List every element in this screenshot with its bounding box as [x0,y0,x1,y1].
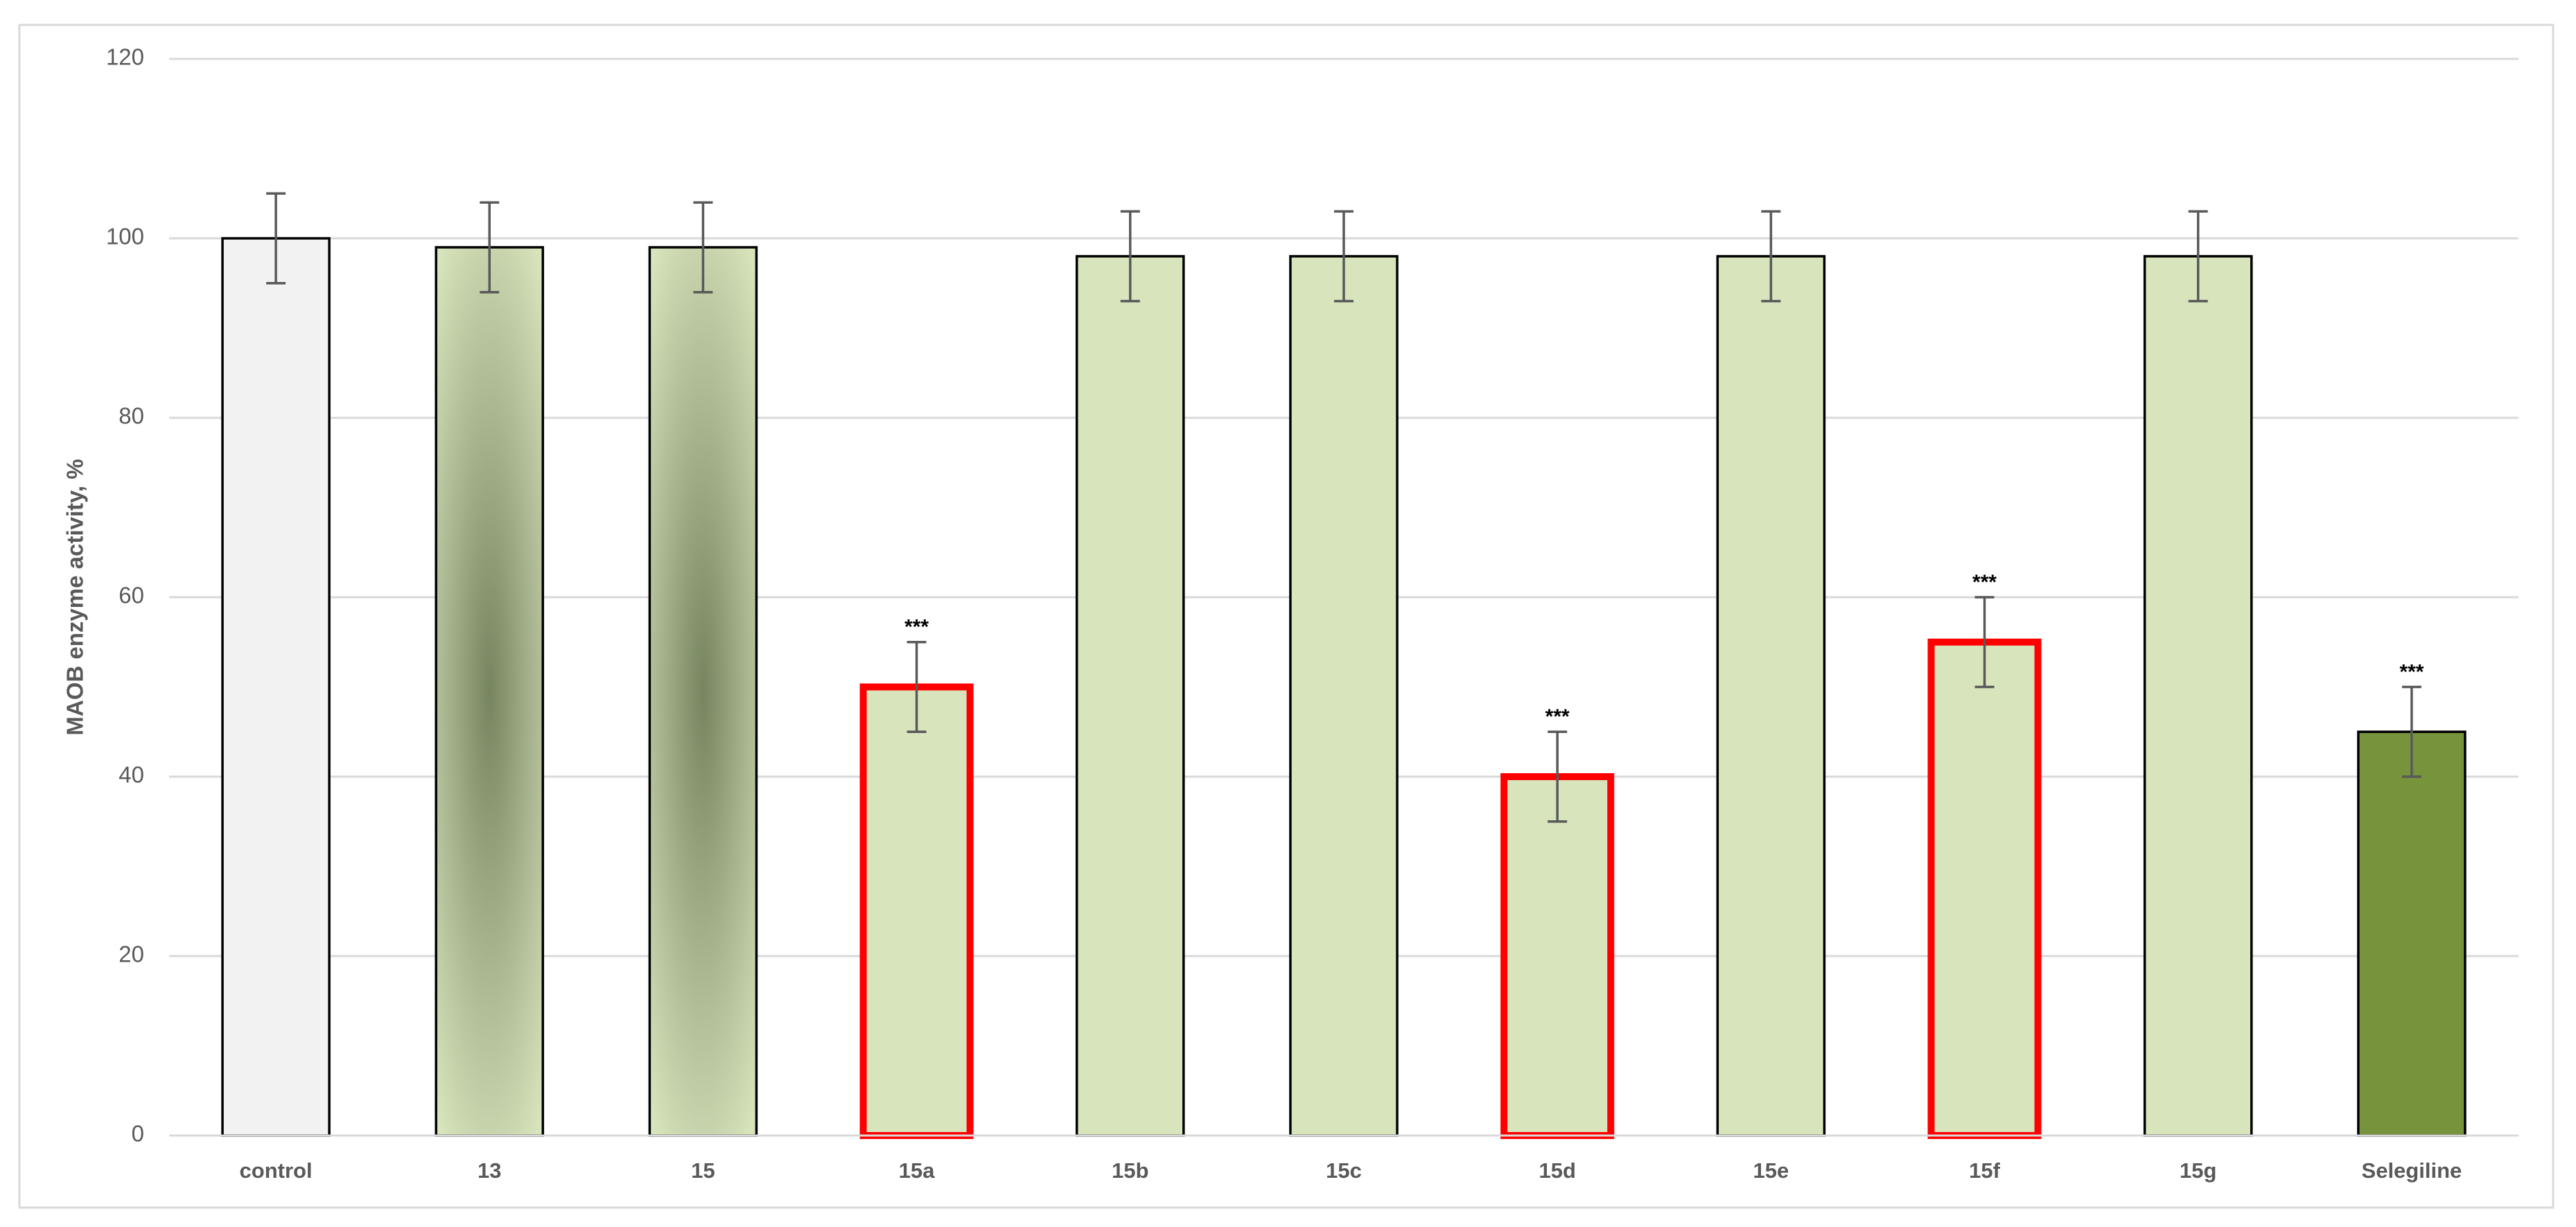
significance-label: *** [1545,705,1570,728]
y-tick-label: 60 [119,583,144,608]
bar [1289,255,1399,1137]
significance-label: *** [1972,571,1997,594]
y-tick-label: 20 [119,942,144,967]
bar [221,237,331,1137]
x-tick-label: 15f [1969,1158,2000,1183]
x-tick-label: 15b [1112,1158,1148,1183]
significance-label: *** [904,616,929,639]
x-tick-label: 15c [1326,1158,1362,1183]
bar [2357,730,2467,1137]
x-tick-label: 15 [691,1158,715,1183]
bar [648,246,758,1137]
bar [1716,255,1826,1137]
bar [2143,255,2253,1137]
bar [435,246,545,1137]
y-axis-title: MAOB enzyme activity, % [62,459,88,735]
x-tick-label: Selegiline [2362,1158,2462,1183]
y-tick-label: 120 [106,44,144,70]
x-tick-label: control [240,1158,313,1183]
bar [859,683,974,1139]
y-tick-label: 0 [132,1121,144,1147]
x-tick-label: 15e [1753,1158,1789,1183]
significance-label: *** [2399,660,2424,683]
bar [1076,255,1185,1137]
x-tick-label: 15a [899,1158,935,1183]
y-tick-label: 40 [119,762,144,788]
x-tick-label: 15g [2180,1158,2216,1183]
x-tick-label: 15d [1539,1158,1575,1183]
bar [1927,638,2042,1139]
bar [1500,773,1615,1139]
y-tick-label: 80 [119,403,144,429]
y-tick-label: 100 [106,224,144,249]
x-tick-label: 13 [477,1158,501,1183]
